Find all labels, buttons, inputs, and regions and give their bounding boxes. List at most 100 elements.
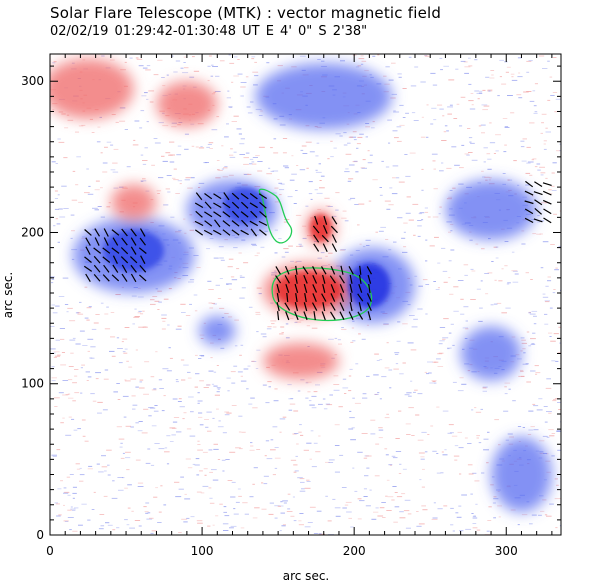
noise-speck	[238, 252, 242, 254]
noise-speck	[352, 467, 355, 469]
noise-speck	[439, 340, 445, 342]
noise-speck	[68, 416, 72, 418]
noise-speck	[98, 528, 104, 530]
noise-speck	[436, 453, 439, 454]
noise-speck	[258, 115, 263, 116]
noise-speck	[237, 371, 243, 373]
noise-speck	[181, 312, 186, 313]
field-vector	[250, 210, 258, 218]
noise-speck	[368, 200, 372, 202]
noise-speck	[349, 317, 353, 319]
noise-speck	[546, 515, 552, 517]
noise-speck	[512, 270, 518, 272]
noise-speck	[77, 312, 81, 314]
noise-speck	[429, 382, 435, 384]
noise-speck	[141, 95, 147, 97]
noise-speck	[207, 430, 212, 432]
noise-speck	[475, 503, 478, 505]
noise-speck	[306, 479, 310, 481]
noise-speck	[52, 312, 58, 314]
noise-speck	[252, 483, 255, 485]
noise-speck	[319, 187, 325, 189]
noise-speck	[143, 408, 149, 410]
noise-speck	[116, 426, 122, 428]
noise-speck	[545, 387, 552, 389]
noise-speck	[155, 351, 158, 353]
noise-speck	[468, 57, 471, 59]
noise-speck	[82, 435, 86, 437]
noise-speck	[226, 97, 231, 99]
noise-speck	[311, 466, 317, 468]
noise-speck	[404, 394, 410, 396]
field-vector	[231, 220, 240, 227]
noise-speck	[66, 476, 71, 478]
noise-speck	[388, 249, 392, 251]
noise-speck	[397, 73, 402, 75]
noise-speck	[509, 436, 514, 438]
noise-speck	[239, 297, 245, 299]
noise-speck	[213, 303, 217, 305]
noise-speck	[139, 379, 144, 381]
noise-speck	[140, 154, 144, 156]
noise-speck	[223, 511, 227, 513]
field-vector	[276, 283, 280, 293]
noise-speck	[320, 252, 325, 254]
noise-speck	[335, 133, 341, 135]
noise-speck	[113, 187, 119, 189]
noise-speck	[62, 394, 68, 396]
noise-speck	[472, 472, 477, 474]
noise-speck	[250, 397, 255, 399]
noise-speck	[418, 523, 425, 525]
noise-speck	[433, 168, 436, 170]
noise-speck	[151, 425, 157, 427]
noise-speck	[453, 455, 460, 457]
noise-speck	[340, 249, 346, 251]
noise-speck	[372, 55, 376, 57]
noise-speck	[122, 338, 128, 340]
noise-speck	[288, 409, 293, 411]
noise-speck	[294, 261, 298, 263]
noise-speck	[401, 237, 406, 239]
noise-speck	[252, 157, 258, 158]
noise-speck	[56, 449, 61, 451]
noise-speck	[229, 62, 235, 64]
noise-speck	[459, 377, 464, 379]
noise-speck	[242, 502, 248, 504]
field-vector	[204, 193, 213, 200]
noise-speck	[247, 173, 252, 175]
noise-speck	[408, 407, 414, 409]
noise-speck	[321, 60, 325, 62]
noise-speck	[215, 284, 220, 286]
noise-speck	[158, 177, 164, 179]
noise-speck	[551, 360, 556, 362]
noise-speck	[360, 63, 364, 65]
noise-speck	[352, 131, 357, 133]
noise-speck	[112, 529, 116, 531]
noise-speck	[51, 282, 54, 284]
noise-speck	[58, 514, 62, 516]
noise-speck	[69, 529, 72, 531]
noise-speck	[278, 182, 283, 184]
noise-speck	[442, 338, 446, 340]
noise-speck	[157, 290, 162, 292]
noise-speck	[69, 474, 74, 475]
noise-speck	[55, 339, 60, 341]
noise-speck	[166, 74, 169, 76]
noise-speck	[389, 387, 392, 389]
noise-speck	[459, 473, 462, 475]
noise-speck	[443, 65, 449, 67]
noise-speck	[327, 158, 330, 160]
noise-speck	[536, 163, 541, 165]
noise-speck	[315, 169, 318, 171]
noise-speck	[226, 412, 232, 414]
noise-speck	[543, 406, 548, 407]
noise-speck	[181, 518, 188, 520]
field-vector	[112, 255, 118, 264]
noise-speck	[410, 380, 413, 382]
field-vector	[339, 293, 345, 302]
noise-speck	[149, 517, 154, 519]
noise-speck	[388, 79, 394, 81]
noise-speck	[117, 477, 123, 478]
noise-speck	[125, 457, 131, 459]
